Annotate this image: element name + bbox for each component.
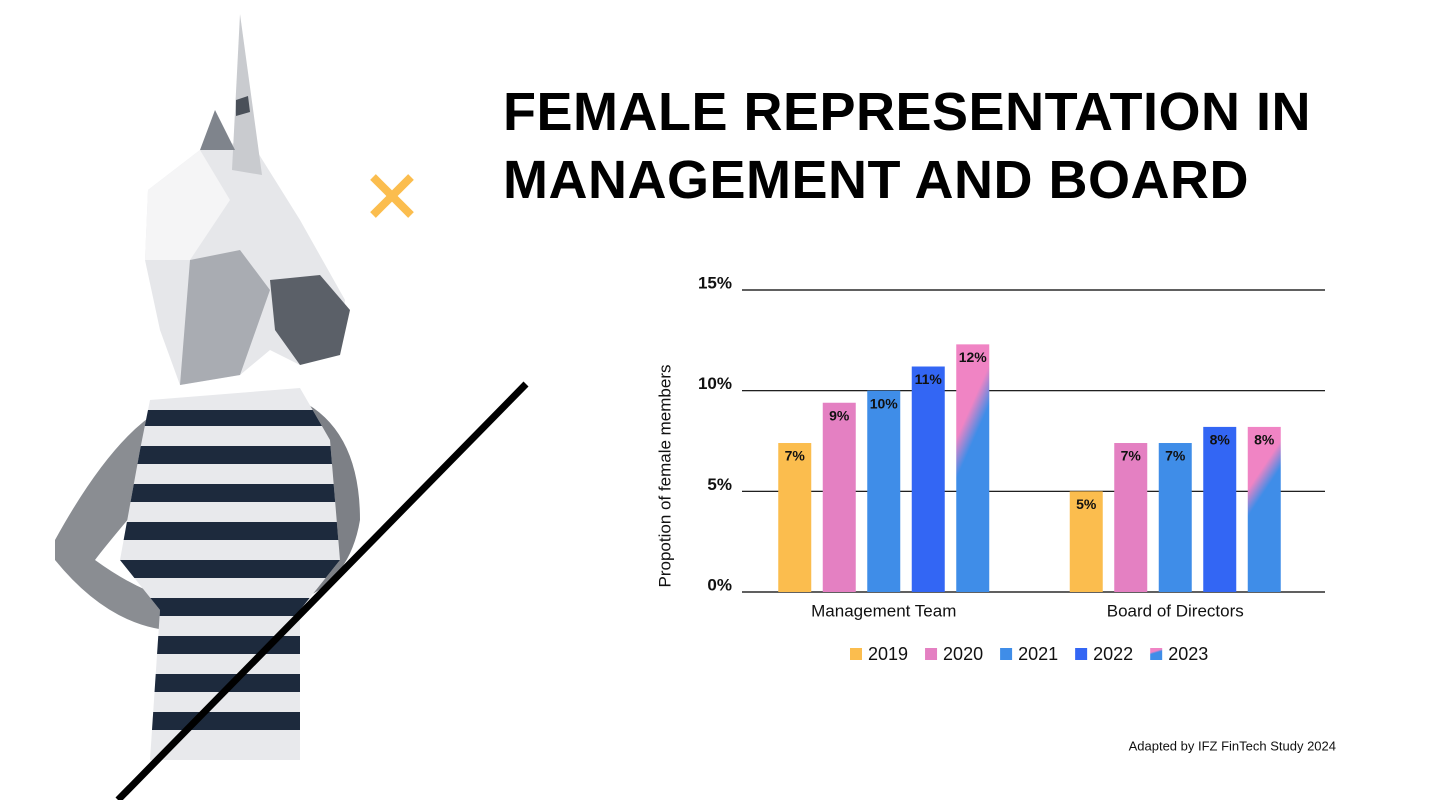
legend-label: 2020 <box>943 644 983 664</box>
legend-swatch <box>1075 648 1088 660</box>
horn-band <box>236 96 250 116</box>
data-label: 12% <box>959 349 988 365</box>
legend-swatch <box>1150 648 1163 660</box>
y-tick-label: 15% <box>698 273 732 292</box>
data-label: 5% <box>1076 496 1097 512</box>
y-tick-label: 10% <box>698 374 732 393</box>
illustration <box>55 14 360 760</box>
data-label: 9% <box>829 407 850 423</box>
legend-label: 2023 <box>1168 644 1208 664</box>
bar <box>867 390 901 592</box>
data-label: 10% <box>870 395 899 411</box>
data-label: 11% <box>915 371 943 387</box>
ear <box>200 110 235 150</box>
data-label: 7% <box>1165 448 1186 464</box>
legend-label: 2022 <box>1093 644 1133 664</box>
data-label: 7% <box>785 448 806 464</box>
bar <box>911 366 945 592</box>
dress <box>120 388 340 760</box>
data-label: 8% <box>1254 432 1275 448</box>
x-tick-label: Management Team <box>811 601 956 620</box>
y-axis-label: Propotion of female members <box>655 365 674 588</box>
bar <box>1247 426 1281 592</box>
horn <box>232 14 262 175</box>
source-note: Adapted by IFZ FinTech Study 2024 <box>1129 738 1336 753</box>
legend-swatch <box>925 648 938 660</box>
bar <box>1069 491 1103 592</box>
bar <box>778 443 812 592</box>
bar <box>822 402 856 592</box>
y-tick-label: 0% <box>707 575 732 594</box>
legend-swatch <box>1000 648 1013 660</box>
cross-stroke <box>370 174 414 218</box>
y-tick-label: 5% <box>707 475 732 494</box>
bar <box>956 344 990 592</box>
data-label: 7% <box>1121 448 1142 464</box>
legend-swatch <box>850 648 862 660</box>
bar <box>1158 443 1192 592</box>
mask-facet <box>145 150 230 260</box>
chart-title: FEMALE REPRESENTATION IN MANAGEMENT AND … <box>503 82 1312 210</box>
mask-facet <box>180 250 270 385</box>
bar <box>1203 426 1237 592</box>
legend-label: 2021 <box>1018 644 1058 664</box>
legend-label: 2019 <box>868 644 908 664</box>
x-tick-label: Board of Directors <box>1107 601 1244 620</box>
decor-cross <box>370 174 414 218</box>
bar <box>1114 443 1148 592</box>
data-label: 8% <box>1210 432 1231 448</box>
decor-line <box>115 381 529 800</box>
mask-snout <box>270 275 350 365</box>
